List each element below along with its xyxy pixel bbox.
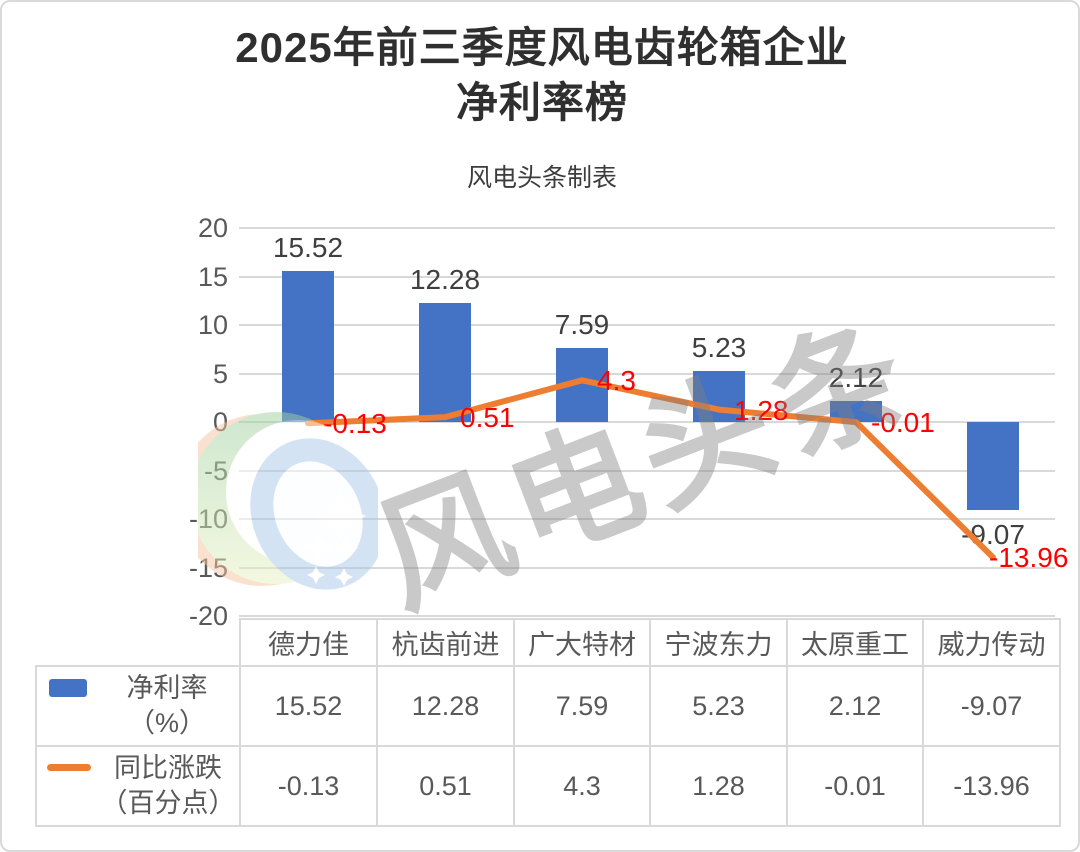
bar-value-label: 2.12 xyxy=(828,362,884,394)
y-axis-tick-label: 0 xyxy=(212,407,228,437)
bar-series-swatch-icon xyxy=(49,679,87,698)
data-table: 德力佳 杭齿前进 广大特材 宁波东力 太原重工 威力传动 净利率 （%） 15.… xyxy=(35,618,1061,827)
table-cell: 1.28 xyxy=(649,745,788,827)
chart-subtitle: 风电头条制表 xyxy=(466,164,617,192)
y-axis-tick-label: -10 xyxy=(188,504,228,534)
legend-net-margin: 净利率 （%） xyxy=(35,665,241,747)
gridline xyxy=(239,615,1055,617)
bar-value-label: 7.59 xyxy=(554,309,610,341)
legend-label: 净利率 （%） xyxy=(126,673,208,738)
line-value-label: -0.01 xyxy=(871,407,935,439)
column-header: 杭齿前进 xyxy=(376,618,515,667)
table-row: 同比涨跌 （百分点） -0.13 0.51 4.3 1.28 -0.01 -13… xyxy=(35,745,1061,827)
line-value-label: 1.28 xyxy=(734,394,789,426)
legend-label: 同比涨跌 （百分点） xyxy=(100,753,236,818)
table-cell: -9.07 xyxy=(922,665,1061,747)
y-axis-tick-label: -5 xyxy=(203,455,228,486)
column-header: 宁波东力 xyxy=(649,618,788,667)
y-axis-tick-label: 10 xyxy=(197,310,228,340)
table-cell: 15.52 xyxy=(239,665,378,747)
legend-yoy-change: 同比涨跌 （百分点） xyxy=(35,745,241,827)
table-cell: -13.96 xyxy=(922,745,1061,827)
title-line-1: 2025年前三季度风电齿轮箱企业 xyxy=(235,24,849,71)
page-title: 2025年前三季度风电齿轮箱企业 净利率榜 xyxy=(2,20,1078,131)
line-value-label: -0.13 xyxy=(323,408,387,440)
title-line-2: 净利率榜 xyxy=(455,79,628,127)
line-value-label: -13.96 xyxy=(989,542,1069,574)
bar-威力传动 xyxy=(967,422,1019,510)
column-header: 德力佳 xyxy=(239,618,378,667)
bar-value-label: 5.23 xyxy=(691,332,747,364)
bar-value-label: 15.52 xyxy=(272,232,344,264)
column-header: 威力传动 xyxy=(922,618,1061,667)
table-cell: 5.23 xyxy=(649,665,788,747)
table-cell: 0.51 xyxy=(376,745,515,827)
y-axis-tick-label: -15 xyxy=(188,552,228,583)
gridline xyxy=(239,275,1055,278)
table-cell: 7.59 xyxy=(513,665,651,747)
bar-value-label: 12.28 xyxy=(409,263,481,295)
gridline xyxy=(239,227,1055,229)
table-cell: -0.01 xyxy=(786,745,924,827)
bar-德力佳 xyxy=(282,271,334,422)
gridline xyxy=(239,372,1055,375)
y-axis-tick-label: 15 xyxy=(197,261,228,292)
line-series-swatch-icon xyxy=(47,764,91,772)
column-header: 广大特材 xyxy=(513,618,651,667)
y-axis-tick-label: 20 xyxy=(197,213,228,243)
y-axis-tick-label: -20 xyxy=(188,601,228,631)
table-cell: 2.12 xyxy=(786,665,924,747)
table-cell: -0.13 xyxy=(239,745,378,827)
table-row: 净利率 （%） 15.52 12.28 7.59 5.23 2.12 -9.07 xyxy=(35,665,1061,747)
line-value-label: 4.3 xyxy=(597,365,636,397)
gridline xyxy=(239,566,1055,569)
legend-header-spacer xyxy=(36,619,240,666)
gridline xyxy=(239,469,1055,472)
y-axis-tick-label: 5 xyxy=(212,358,228,389)
column-header: 太原重工 xyxy=(786,618,924,667)
table-cell: 4.3 xyxy=(513,745,651,827)
table-cell: 12.28 xyxy=(376,665,515,747)
gridline xyxy=(239,324,1055,326)
table-header-row: 德力佳 杭齿前进 广大特材 宁波东力 太原重工 威力传动 xyxy=(36,618,1061,667)
line-value-label: 0.51 xyxy=(460,402,515,434)
